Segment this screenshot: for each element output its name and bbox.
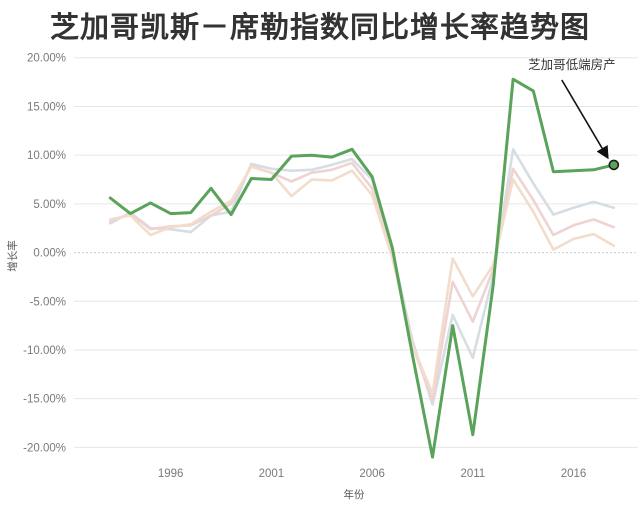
annotation-arrow bbox=[561, 79, 609, 160]
y-tick-label: 10.00% bbox=[27, 150, 66, 162]
x-tick-label: 2006 bbox=[359, 468, 385, 480]
y-tick-label: -20.00% bbox=[23, 442, 66, 454]
chart-title: 芝加哥凯斯－席勒指数同比增长率趋势图 bbox=[49, 10, 590, 44]
y-tick-label: 0.00% bbox=[33, 248, 66, 260]
annotation-label: 芝加哥低端房产 bbox=[528, 57, 616, 72]
y-tick-label: -10.00% bbox=[23, 345, 66, 357]
series-line bbox=[109, 148, 616, 406]
x-axis-label: 年份 bbox=[344, 488, 365, 501]
y-axis-label: 增长率 bbox=[6, 240, 19, 272]
y-tick-label: 15.00% bbox=[27, 101, 66, 113]
y-tick-label: -5.00% bbox=[30, 296, 66, 308]
series-lines bbox=[108, 77, 616, 459]
y-tick-label: -15.00% bbox=[23, 394, 66, 406]
y-tick-label: 5.00% bbox=[33, 199, 66, 211]
annotation: 芝加哥低端房产 bbox=[528, 57, 620, 171]
x-tick-label: 2016 bbox=[561, 468, 587, 480]
series-line bbox=[109, 165, 616, 396]
x-tick-label: 2001 bbox=[259, 468, 285, 480]
x-axis-ticks: 1996 2001 2006 2011 2016 bbox=[158, 468, 586, 480]
gridlines bbox=[74, 57, 638, 448]
y-tick-label: 20.00% bbox=[27, 53, 66, 65]
y-axis-ticks: 20.00% 15.00% 10.00% 5.00% 0.00% -5.00% -10.00… bbox=[23, 53, 66, 455]
x-tick-label: 1996 bbox=[158, 468, 184, 480]
series-line-highlight bbox=[108, 77, 616, 459]
endpoint-marker bbox=[608, 159, 620, 171]
series-line bbox=[109, 161, 616, 402]
x-tick-label: 2011 bbox=[460, 468, 485, 480]
